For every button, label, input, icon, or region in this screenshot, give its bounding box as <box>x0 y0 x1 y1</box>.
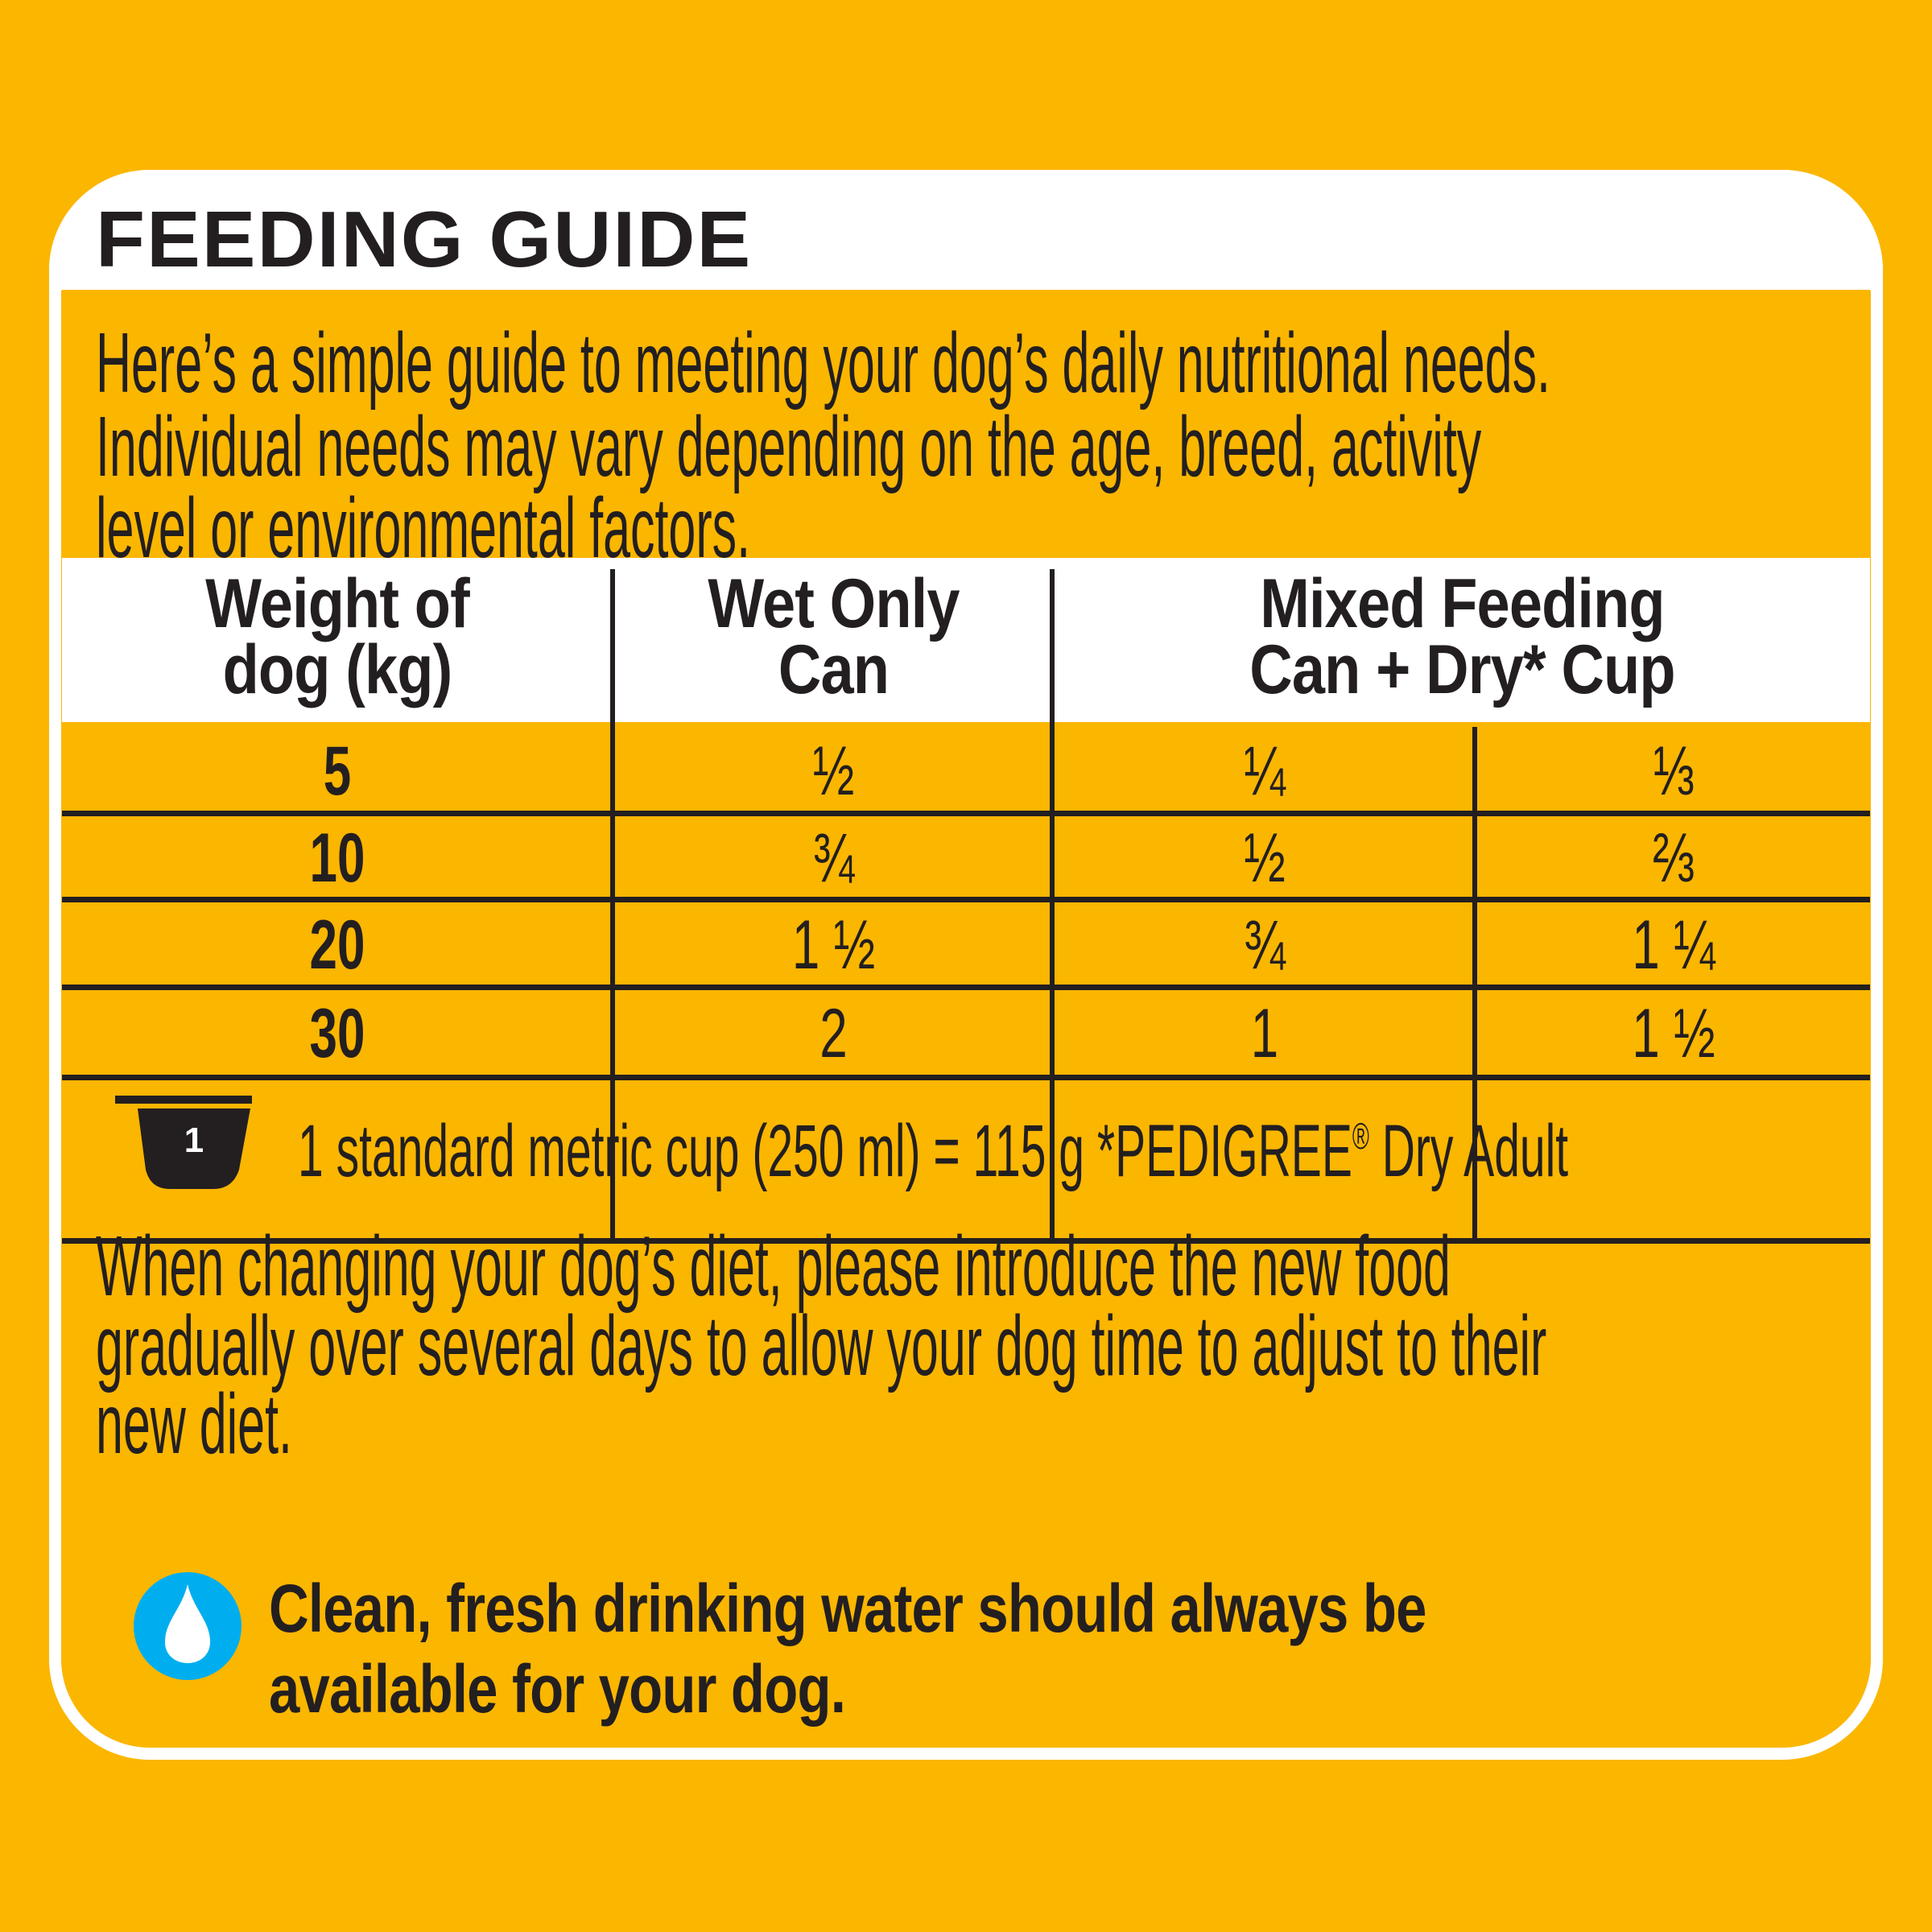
changing-diet-line: new diet. <box>96 1377 292 1472</box>
cell-weight: 20 <box>309 906 365 984</box>
water-note-line: available for your dog. <box>269 1651 846 1727</box>
svg-text:1: 1 <box>184 1121 204 1160</box>
row-divider <box>62 897 1870 902</box>
header-weight-line: Weight of <box>205 565 470 642</box>
intro-line: level or environmental factors. <box>96 481 751 576</box>
cell-mixed-can: ½ <box>1244 819 1286 897</box>
cell-mixed-cup: ⅔ <box>1653 819 1695 897</box>
column-divider <box>1472 727 1477 1238</box>
cup-note-text: 1 standard metric cup (250 ml) = 115 g *… <box>298 1110 1352 1192</box>
cell-mixed-cup: ⅓ <box>1653 733 1695 810</box>
registered-mark: ® <box>1352 1115 1369 1157</box>
header-mixed-line: Mixed Feeding <box>1260 565 1665 642</box>
cell-wet-can: ½ <box>812 733 855 810</box>
cell-weight: 10 <box>309 819 365 897</box>
header-wet-line: Can <box>778 631 890 708</box>
feeding-guide-card: FEEDING GUIDE Here’s a simple guide to m… <box>49 170 1883 1760</box>
intro-band: Here’s a simple guide to meeting your do… <box>62 290 1870 571</box>
row-divider <box>62 985 1870 990</box>
header-wet-line: Wet Only <box>708 565 960 642</box>
cell-weight: 30 <box>309 995 365 1072</box>
cell-wet-can: 1 ½ <box>791 906 876 984</box>
intro-line: Individual needs may vary depending on t… <box>96 399 1482 494</box>
water-note-line: Clean, fresh drinking water should alway… <box>269 1571 1426 1646</box>
cell-wet-can: 2 <box>819 995 848 1072</box>
water-drop-icon <box>134 1572 242 1680</box>
column-divider <box>610 569 615 1238</box>
row-divider <box>62 1075 1870 1080</box>
cup-note-text-end: Dry Adult <box>1368 1110 1569 1192</box>
header-weight-line: dog (kg) <box>222 631 453 708</box>
cell-mixed-can: ¼ <box>1244 733 1286 810</box>
column-divider <box>1050 569 1055 1238</box>
table-header <box>62 558 1870 722</box>
header-mixed-feeding: Mixed Feeding Can + Dry* Cup <box>1112 565 1813 708</box>
intro-line: Here’s a simple guide to meeting your do… <box>96 316 1550 411</box>
measuring-cup-icon: 1 <box>115 1096 252 1189</box>
header-mixed-line: Can + Dry* Cup <box>1249 631 1675 708</box>
cell-mixed-cup: 1 ¼ <box>1632 906 1715 984</box>
page-title: FEEDING GUIDE <box>96 195 753 283</box>
table-bottom-divider <box>62 1238 1870 1244</box>
cell-mixed-can: 1 <box>1250 995 1279 1072</box>
header-wet-only: Wet Only Can <box>646 565 1022 708</box>
cell-mixed-can: ¾ <box>1244 906 1286 984</box>
cell-mixed-cup: 1 ½ <box>1632 995 1715 1072</box>
cell-weight: 5 <box>323 733 352 810</box>
title-band <box>49 170 1883 291</box>
cup-measure-note: 1 standard metric cup (250 ml) = 115 g *… <box>298 1114 1568 1188</box>
changing-diet-line: gradually over several days to allow you… <box>96 1298 1547 1393</box>
row-divider <box>62 811 1870 816</box>
cell-wet-can: ¾ <box>812 819 855 897</box>
changing-diet-line: When changing your dog’s diet, please in… <box>96 1219 1451 1314</box>
header-weight: Weight of dog (kg) <box>101 565 574 708</box>
